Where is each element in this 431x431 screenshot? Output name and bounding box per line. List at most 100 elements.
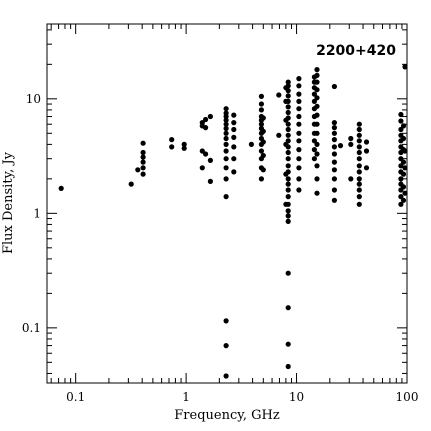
data-point bbox=[203, 151, 209, 157]
data-point bbox=[181, 145, 187, 151]
data-point bbox=[181, 141, 187, 147]
data-point bbox=[258, 121, 264, 127]
x-tick-label: 10 bbox=[289, 390, 304, 404]
data-point bbox=[285, 305, 291, 311]
data-point bbox=[285, 109, 291, 116]
data-point bbox=[231, 156, 237, 162]
data-point bbox=[285, 187, 291, 193]
data-point bbox=[348, 141, 354, 147]
data-point bbox=[223, 130, 229, 136]
y-axis-label: Flux Density, Jy bbox=[1, 151, 16, 254]
data-point bbox=[140, 154, 146, 160]
data-point bbox=[314, 72, 320, 78]
data-point bbox=[223, 373, 229, 379]
y-tick-label: 0.1 bbox=[22, 321, 41, 335]
data-point bbox=[314, 67, 320, 73]
data-point bbox=[348, 135, 354, 142]
data-point bbox=[285, 213, 291, 219]
data-point bbox=[285, 79, 291, 85]
data-point bbox=[285, 83, 291, 89]
data-point bbox=[296, 187, 302, 193]
x-tick-label: 1 bbox=[182, 390, 190, 404]
plot-frame bbox=[46, 23, 408, 384]
data-point bbox=[285, 218, 291, 224]
data-point bbox=[314, 95, 320, 101]
data-point bbox=[314, 103, 320, 109]
data-point bbox=[356, 187, 362, 193]
data-point bbox=[276, 132, 282, 138]
data-point bbox=[296, 91, 302, 97]
data-point bbox=[331, 144, 337, 150]
data-point bbox=[285, 201, 291, 207]
data-point bbox=[231, 169, 237, 175]
data-point bbox=[223, 148, 229, 154]
data-point bbox=[285, 115, 291, 121]
data-point bbox=[296, 76, 302, 82]
data-point bbox=[331, 151, 337, 157]
data-point bbox=[356, 176, 362, 182]
data-point bbox=[260, 128, 266, 134]
data-point bbox=[363, 165, 370, 171]
data-point bbox=[285, 176, 291, 182]
data-point bbox=[356, 132, 362, 138]
data-point bbox=[223, 156, 229, 162]
data-point bbox=[258, 93, 264, 99]
data-point bbox=[285, 98, 291, 104]
data-point bbox=[285, 88, 291, 94]
x-tick-label: 0.1 bbox=[66, 390, 85, 404]
data-point bbox=[223, 318, 229, 324]
data-point bbox=[207, 157, 213, 163]
data-point bbox=[285, 93, 291, 99]
data-point bbox=[169, 137, 175, 143]
data-point bbox=[331, 120, 337, 126]
data-point bbox=[331, 130, 337, 136]
data-point bbox=[400, 197, 407, 203]
data-point bbox=[348, 176, 354, 182]
data-point bbox=[223, 121, 229, 127]
tick-labels: 0.1 1 10 100 0.1 1 10 bbox=[22, 92, 419, 404]
data-point bbox=[296, 147, 302, 153]
data-point bbox=[285, 181, 291, 187]
data-point bbox=[314, 112, 320, 118]
x-axis-label: Frequency, GHz bbox=[174, 408, 280, 423]
data-point bbox=[311, 91, 317, 97]
data-point bbox=[356, 144, 362, 150]
data-point bbox=[398, 201, 404, 207]
data-point bbox=[314, 151, 320, 157]
data-point bbox=[285, 169, 291, 175]
data-point bbox=[260, 152, 266, 159]
data-point bbox=[314, 163, 320, 169]
data-point bbox=[285, 132, 291, 138]
data-point bbox=[140, 149, 146, 156]
chart-title: 2200+420 bbox=[316, 43, 396, 59]
data-point bbox=[285, 138, 291, 144]
data-point bbox=[356, 138, 362, 144]
data-point bbox=[223, 141, 229, 147]
data-point bbox=[223, 165, 229, 171]
data-point bbox=[260, 139, 266, 145]
data-point bbox=[311, 147, 317, 153]
data-point bbox=[223, 106, 229, 112]
data-point bbox=[285, 270, 291, 276]
data-point bbox=[296, 83, 302, 89]
data-point bbox=[331, 176, 337, 182]
data-point bbox=[400, 171, 407, 177]
data-point bbox=[248, 141, 254, 147]
data-point bbox=[285, 163, 291, 169]
data-point bbox=[314, 79, 320, 85]
data-point bbox=[400, 123, 407, 129]
data-point bbox=[400, 135, 407, 142]
data-point bbox=[140, 165, 146, 171]
axis-ticks bbox=[47, 24, 408, 383]
x-tick-label: 100 bbox=[396, 390, 419, 404]
data-point bbox=[223, 110, 229, 116]
data-point bbox=[285, 194, 291, 200]
data-point bbox=[258, 148, 264, 154]
data-point bbox=[296, 98, 302, 104]
data-point bbox=[400, 159, 407, 165]
data-point bbox=[199, 120, 205, 126]
data-point bbox=[398, 118, 404, 124]
data-point bbox=[356, 181, 362, 187]
data-point bbox=[276, 92, 282, 98]
